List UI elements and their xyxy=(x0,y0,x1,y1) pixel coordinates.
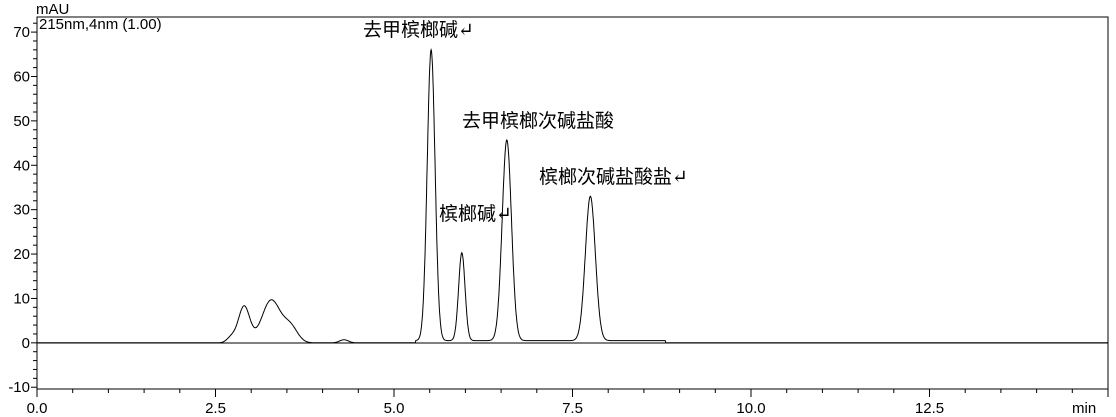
y-tick-label: 20 xyxy=(13,246,30,263)
peak-label-4: 槟榔次碱盐酸盐↵ xyxy=(539,166,688,188)
peak-label-1: 去甲槟榔碱↵ xyxy=(363,19,474,41)
x-tick-label: 7.5 xyxy=(562,400,583,417)
x-tick-label: 0.0 xyxy=(27,400,48,417)
peak-label-2: 槟榔碱↵ xyxy=(439,203,512,225)
y-axis-label: mAU xyxy=(36,1,69,18)
x-tick-label: 12.5 xyxy=(915,400,944,417)
plot-frame xyxy=(36,16,1109,390)
y-tick-label: 40 xyxy=(13,157,30,174)
detector-subtitle: 215nm,4nm (1.00) xyxy=(39,16,162,33)
x-axis-label: min xyxy=(1072,400,1096,417)
y-tick-label: 30 xyxy=(13,202,30,219)
y-tick-label: 0 xyxy=(22,335,30,352)
chromatogram-trace xyxy=(37,48,1108,344)
y-tick-label: -10 xyxy=(8,379,30,396)
y-tick-label: 50 xyxy=(13,113,30,130)
x-tick-label: 5.0 xyxy=(384,400,405,417)
peak-label-3: 去甲槟榔次碱盐酸 xyxy=(462,110,614,132)
x-tick-label: 10.0 xyxy=(736,400,765,417)
y-tick-label: 60 xyxy=(13,68,30,85)
y-tick-label: 10 xyxy=(13,290,30,307)
y-tick-label: 70 xyxy=(13,24,30,41)
x-tick-label: 2.5 xyxy=(205,400,226,417)
